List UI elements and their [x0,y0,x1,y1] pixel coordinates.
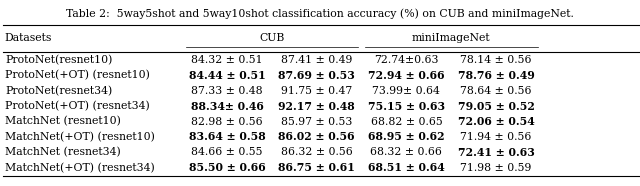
Text: CUB: CUB [259,33,285,43]
Text: MatchNet (resnet10): MatchNet (resnet10) [5,116,121,127]
Text: 68.51 ± 0.64: 68.51 ± 0.64 [368,162,445,173]
Text: 71.98 ± 0.59: 71.98 ± 0.59 [460,163,532,173]
Text: MatchNet(+OT) (resnet10): MatchNet(+OT) (resnet10) [5,132,155,142]
Text: 92.17 ± 0.48: 92.17 ± 0.48 [278,101,355,112]
Text: 68.32 ± 0.66: 68.32 ± 0.66 [371,147,442,157]
Text: MatchNet(+OT) (resnet34): MatchNet(+OT) (resnet34) [5,163,155,173]
Text: ProtoNet(resnet34): ProtoNet(resnet34) [5,86,113,96]
Text: MatchNet (resnet34): MatchNet (resnet34) [5,147,121,158]
Text: 73.99± 0.64: 73.99± 0.64 [372,86,440,96]
Text: 72.06 ± 0.54: 72.06 ± 0.54 [458,116,534,127]
Text: 87.41 ± 0.49: 87.41 ± 0.49 [281,55,353,65]
Text: 78.76 ± 0.49: 78.76 ± 0.49 [458,70,534,81]
Text: 84.32 ± 0.51: 84.32 ± 0.51 [191,55,263,65]
Text: 87.69 ± 0.53: 87.69 ± 0.53 [278,70,355,81]
Text: 88.34± 0.46: 88.34± 0.46 [191,101,264,112]
Text: miniImageNet: miniImageNet [412,33,490,43]
Text: 84.44 ± 0.51: 84.44 ± 0.51 [189,70,266,81]
Text: 71.94 ± 0.56: 71.94 ± 0.56 [460,132,532,142]
Text: 72.94 ± 0.66: 72.94 ± 0.66 [368,70,445,81]
Text: ProtoNet(resnet10): ProtoNet(resnet10) [5,55,113,65]
Text: 68.82 ± 0.65: 68.82 ± 0.65 [371,117,442,126]
Text: 72.74±0.63: 72.74±0.63 [374,55,438,65]
Text: Datasets: Datasets [4,33,52,43]
Text: 75.15 ± 0.63: 75.15 ± 0.63 [368,101,445,112]
Text: 78.14 ± 0.56: 78.14 ± 0.56 [460,55,532,65]
Text: 83.64 ± 0.58: 83.64 ± 0.58 [189,132,266,142]
Text: ProtoNet(+OT) (resnet10): ProtoNet(+OT) (resnet10) [5,70,150,80]
Text: 79.05 ± 0.52: 79.05 ± 0.52 [458,101,534,112]
Text: 85.97 ± 0.53: 85.97 ± 0.53 [281,117,353,126]
Text: 85.50 ± 0.66: 85.50 ± 0.66 [189,162,266,173]
Text: 72.41 ± 0.63: 72.41 ± 0.63 [458,147,534,158]
Text: ProtoNet(+OT) (resnet34): ProtoNet(+OT) (resnet34) [5,101,150,111]
Text: 91.75 ± 0.47: 91.75 ± 0.47 [281,86,353,96]
Text: 84.66 ± 0.55: 84.66 ± 0.55 [191,147,263,157]
Text: 82.98 ± 0.56: 82.98 ± 0.56 [191,117,263,126]
Text: 87.33 ± 0.48: 87.33 ± 0.48 [191,86,263,96]
Text: 68.95 ± 0.62: 68.95 ± 0.62 [368,132,445,142]
Text: Table 2:  5way5shot and 5way10shot classification accuracy (%) on CUB and miniIm: Table 2: 5way5shot and 5way10shot classi… [66,8,574,19]
Text: 86.32 ± 0.56: 86.32 ± 0.56 [281,147,353,157]
Text: 86.02 ± 0.56: 86.02 ± 0.56 [278,132,355,142]
Text: 86.75 ± 0.61: 86.75 ± 0.61 [278,162,355,173]
Text: 78.64 ± 0.56: 78.64 ± 0.56 [460,86,532,96]
